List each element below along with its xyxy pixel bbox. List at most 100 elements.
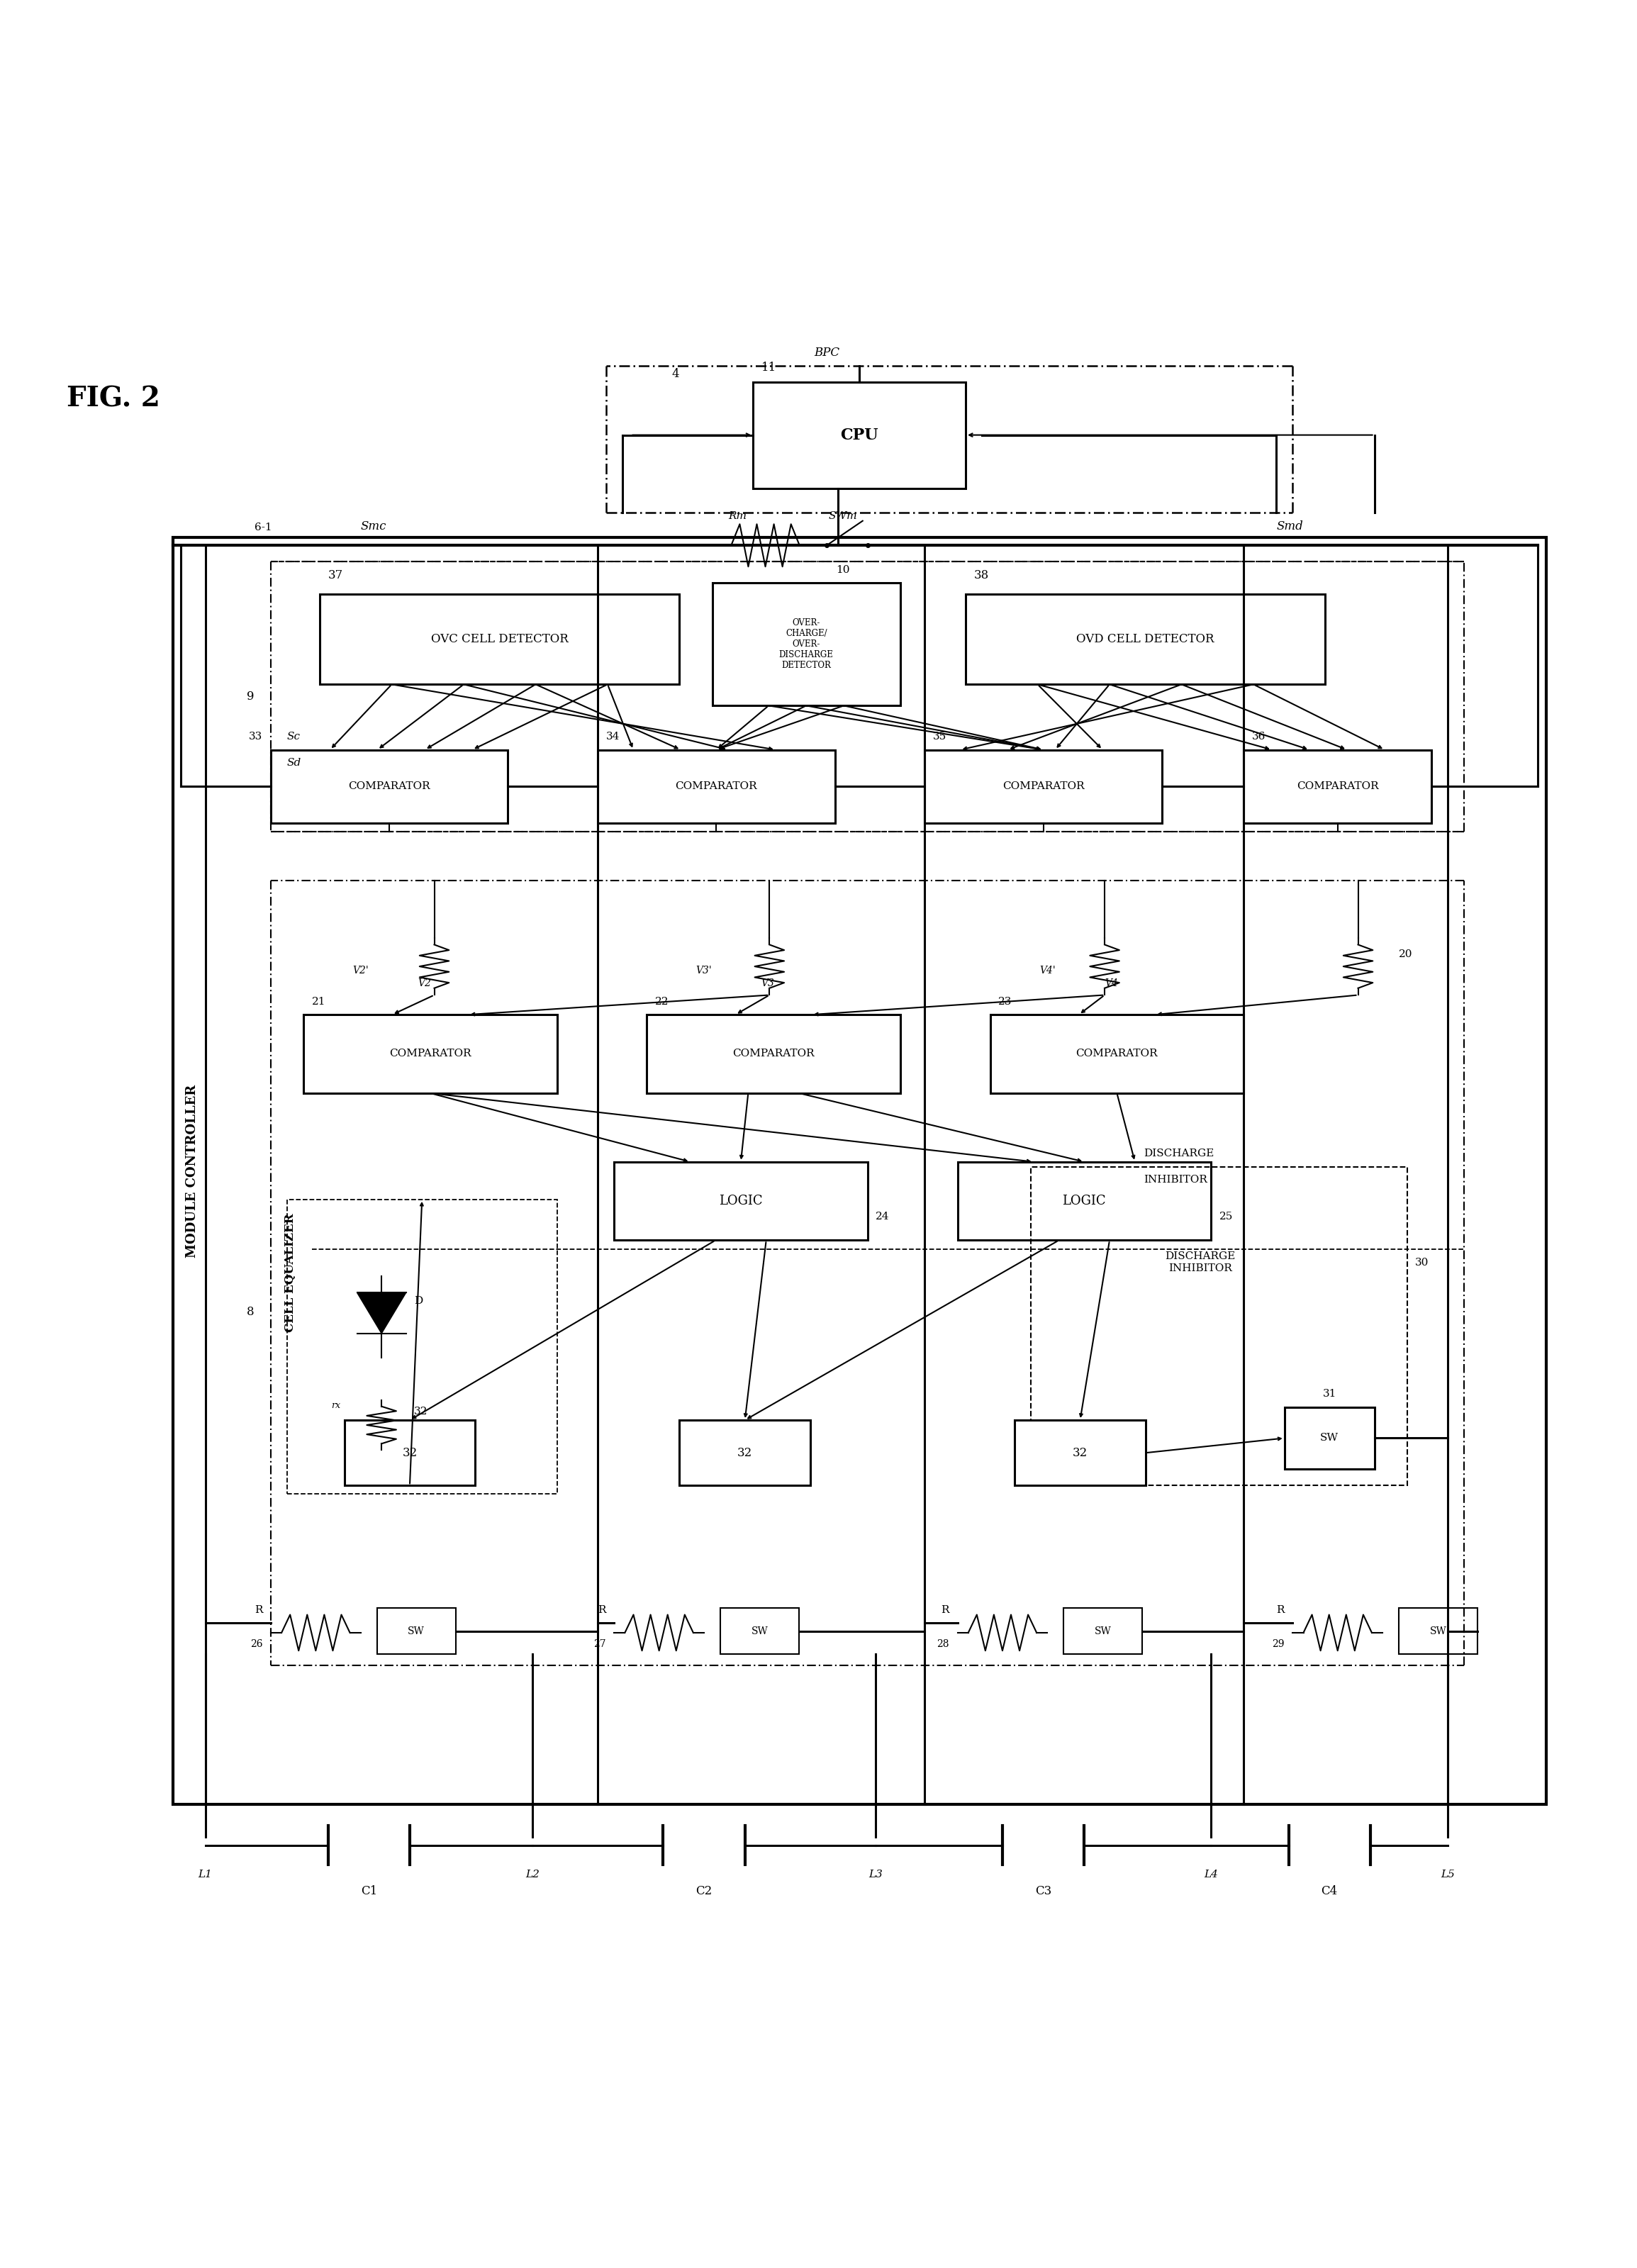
FancyBboxPatch shape: [925, 751, 1162, 823]
Polygon shape: [357, 1293, 406, 1334]
Text: 9: 9: [247, 689, 254, 703]
Text: SW: SW: [1319, 1433, 1339, 1442]
Text: OVC CELL DETECTOR: OVC CELL DETECTOR: [431, 633, 568, 646]
Text: 26: 26: [250, 1640, 262, 1649]
FancyBboxPatch shape: [270, 751, 507, 823]
Text: COMPARATOR: COMPARATOR: [1076, 1048, 1157, 1059]
Text: 32: 32: [414, 1406, 427, 1415]
FancyBboxPatch shape: [344, 1420, 475, 1486]
Text: 30: 30: [1416, 1256, 1429, 1268]
Text: 10: 10: [837, 565, 850, 574]
FancyBboxPatch shape: [958, 1161, 1211, 1241]
Text: Sd: Sd: [286, 758, 301, 769]
Text: 32: 32: [403, 1447, 417, 1458]
Text: 8: 8: [247, 1306, 254, 1318]
Text: L4: L4: [1203, 1869, 1218, 1880]
FancyBboxPatch shape: [1244, 751, 1432, 823]
FancyBboxPatch shape: [720, 1608, 799, 1653]
Text: 20: 20: [1400, 950, 1413, 959]
Text: 6-1: 6-1: [254, 522, 272, 533]
Text: LOGIC: LOGIC: [719, 1195, 763, 1207]
Text: R: R: [941, 1606, 949, 1615]
Text: C1: C1: [360, 1885, 377, 1896]
Text: D: D: [414, 1295, 422, 1306]
FancyBboxPatch shape: [1015, 1420, 1146, 1486]
Text: COMPARATOR: COMPARATOR: [390, 1048, 471, 1059]
Text: COMPARATOR: COMPARATOR: [676, 782, 758, 792]
Text: Sc: Sc: [286, 733, 301, 742]
FancyBboxPatch shape: [966, 594, 1326, 685]
FancyBboxPatch shape: [319, 594, 679, 685]
Text: L3: L3: [869, 1869, 882, 1880]
Text: R: R: [254, 1606, 262, 1615]
Text: LOGIC: LOGIC: [1062, 1195, 1107, 1207]
Text: CELL EQUALIZER: CELL EQUALIZER: [285, 1213, 296, 1331]
Text: 32: 32: [1072, 1447, 1087, 1458]
Text: L1: L1: [198, 1869, 213, 1880]
Text: SW: SW: [1429, 1626, 1447, 1635]
Text: 38: 38: [974, 569, 989, 581]
FancyBboxPatch shape: [753, 381, 966, 488]
Text: 22: 22: [655, 996, 670, 1007]
Text: R: R: [598, 1606, 606, 1615]
Text: DISCHARGE: DISCHARGE: [1144, 1148, 1215, 1159]
Text: C2: C2: [696, 1885, 712, 1896]
Text: DISCHARGE
INHIBITOR: DISCHARGE INHIBITOR: [1166, 1252, 1236, 1272]
Text: R: R: [1277, 1606, 1285, 1615]
Text: SWm: SWm: [828, 510, 858, 522]
Text: Smc: Smc: [360, 519, 386, 533]
Text: 35: 35: [933, 733, 946, 742]
FancyBboxPatch shape: [712, 583, 900, 705]
Text: OVER-
CHARGE/
OVER-
DISCHARGE
DETECTOR: OVER- CHARGE/ OVER- DISCHARGE DETECTOR: [779, 619, 833, 669]
Text: COMPARATOR: COMPARATOR: [1297, 782, 1378, 792]
Text: 23: 23: [999, 996, 1012, 1007]
FancyBboxPatch shape: [1400, 1608, 1478, 1653]
Text: 36: 36: [1252, 733, 1265, 742]
Text: 32: 32: [737, 1447, 753, 1458]
Text: V3': V3': [696, 966, 712, 975]
Text: INHIBITOR: INHIBITOR: [1144, 1175, 1208, 1184]
Text: MODULE CONTROLLER: MODULE CONTROLLER: [187, 1084, 198, 1256]
FancyBboxPatch shape: [1285, 1406, 1375, 1470]
Text: C3: C3: [1035, 1885, 1051, 1896]
Text: FIG. 2: FIG. 2: [67, 386, 160, 413]
Text: C4: C4: [1321, 1885, 1337, 1896]
Text: V4: V4: [1105, 978, 1118, 989]
Text: COMPARATOR: COMPARATOR: [349, 782, 431, 792]
Text: 21: 21: [311, 996, 326, 1007]
Text: 4: 4: [671, 367, 679, 379]
Text: L2: L2: [525, 1869, 540, 1880]
Text: COMPARATOR: COMPARATOR: [732, 1048, 815, 1059]
Text: 11: 11: [761, 361, 776, 374]
Text: SW: SW: [751, 1626, 768, 1635]
Text: 28: 28: [936, 1640, 949, 1649]
FancyBboxPatch shape: [679, 1420, 810, 1486]
FancyBboxPatch shape: [377, 1608, 455, 1653]
Text: rx: rx: [331, 1402, 340, 1411]
FancyBboxPatch shape: [647, 1014, 900, 1093]
Text: 27: 27: [594, 1640, 606, 1649]
Text: V2: V2: [417, 978, 431, 989]
FancyBboxPatch shape: [990, 1014, 1244, 1093]
Text: 29: 29: [1272, 1640, 1285, 1649]
Text: V4': V4': [1039, 966, 1056, 975]
FancyBboxPatch shape: [303, 1014, 557, 1093]
FancyBboxPatch shape: [614, 1161, 868, 1241]
FancyBboxPatch shape: [598, 751, 835, 823]
Text: L5: L5: [1441, 1869, 1455, 1880]
Text: BPC: BPC: [814, 347, 840, 358]
Text: Smd: Smd: [1277, 519, 1303, 533]
Text: CPU: CPU: [840, 426, 879, 442]
Text: COMPARATOR: COMPARATOR: [1002, 782, 1084, 792]
Text: 31: 31: [1323, 1388, 1336, 1399]
FancyBboxPatch shape: [172, 538, 1545, 1805]
Text: SW: SW: [1095, 1626, 1112, 1635]
Text: 34: 34: [606, 733, 620, 742]
Text: OVD CELL DETECTOR: OVD CELL DETECTOR: [1077, 633, 1215, 646]
Text: 33: 33: [249, 733, 262, 742]
Text: V2': V2': [352, 966, 368, 975]
Text: V3: V3: [761, 978, 774, 989]
Text: SW: SW: [408, 1626, 424, 1635]
Text: 37: 37: [327, 569, 344, 581]
Text: 24: 24: [876, 1211, 889, 1222]
